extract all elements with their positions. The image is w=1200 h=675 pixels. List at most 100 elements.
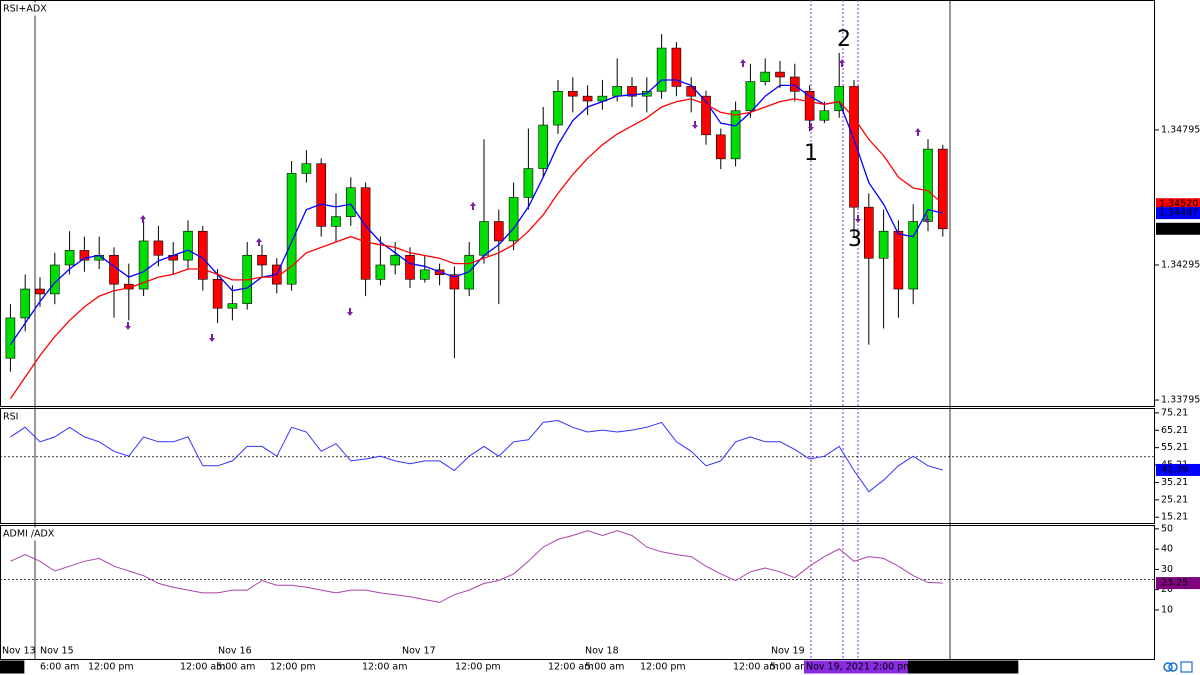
candle-body	[360, 187, 371, 280]
candle-body	[109, 254, 119, 285]
time-label: 4:00	[1, 662, 22, 673]
candle-body	[390, 254, 401, 266]
candle-body	[375, 264, 386, 280]
time-label: 12:00 pm	[640, 662, 686, 673]
candle-body	[257, 254, 267, 266]
candle-body	[804, 91, 815, 121]
candle-body	[834, 86, 845, 112]
candle-body	[730, 110, 741, 160]
link-icon[interactable]	[1168, 662, 1178, 672]
time-label-box	[804, 660, 915, 674]
time-label: 12:00 pm	[270, 662, 316, 673]
candle-body	[908, 221, 919, 290]
candle-body	[331, 216, 341, 227]
candle-body	[508, 197, 519, 242]
candle-body	[198, 230, 208, 280]
candle-body	[479, 221, 489, 256]
signal-arrow-down	[808, 123, 814, 131]
date-label: Nov 13	[2, 646, 36, 657]
y-tick-label: 1.34295	[1161, 259, 1200, 270]
candle-body	[405, 254, 415, 280]
candle-body	[286, 173, 297, 285]
candle-body	[893, 230, 904, 290]
candle-body	[5, 317, 16, 359]
candle-body	[212, 279, 223, 309]
main-panel	[0, 0, 1155, 407]
candle-body	[49, 264, 60, 295]
y-tick-label: 30	[1161, 564, 1173, 575]
candle-body	[419, 269, 430, 280]
candle-body	[612, 86, 623, 97]
candle-body	[64, 250, 75, 266]
indicator-marker-box	[1156, 463, 1200, 476]
candle-body	[937, 148, 948, 230]
candle-body	[227, 303, 238, 309]
candle-body	[523, 168, 534, 198]
candle-body	[863, 206, 874, 259]
candle-body	[582, 95, 593, 102]
candle-body	[656, 47, 667, 92]
candle-body	[316, 163, 327, 227]
annotation: 1	[804, 141, 818, 166]
time-label: Nov 20, 2021 4:00 am	[910, 662, 1016, 673]
signal-arrow-down	[125, 322, 131, 330]
time-label: 12:00 am	[733, 662, 778, 673]
candle-body	[775, 71, 785, 78]
date-label: Nov 19	[771, 646, 805, 657]
indicator-marker-label: 42.39	[1161, 464, 1188, 475]
y-tick-label: 1.34795	[1161, 124, 1200, 135]
candle-body	[79, 250, 90, 261]
toolbar-icons[interactable]	[1163, 661, 1193, 673]
panel-title: ADMI /ADX	[3, 529, 55, 540]
time-label: 12:00 am	[180, 662, 225, 673]
panel-frames	[0, 0, 1155, 660]
panel-title: RSI	[3, 412, 18, 423]
candle-body	[715, 134, 726, 160]
moving-average-line	[9, 98, 944, 400]
y-tick-label: 50	[1161, 523, 1173, 534]
y-tick-label: 15.21	[1161, 512, 1188, 523]
candle-body	[745, 81, 756, 112]
y-tick-label: 25.21	[1161, 494, 1188, 505]
signal-arrow-up	[740, 59, 746, 67]
panel-title: RSI+ADX	[3, 4, 47, 15]
signal-arrow-down	[855, 215, 861, 223]
signal-arrow-up	[839, 59, 845, 67]
panel-title-box	[1, 410, 21, 424]
time-label: Nov 19, 2021 2:00 pm	[806, 662, 913, 673]
price-marker-label: 1.34429	[1159, 223, 1198, 234]
time-label: 6:00 am	[40, 662, 79, 673]
date-label: Nov 16	[218, 646, 252, 657]
candle-body	[153, 240, 164, 256]
time-label-box	[0, 660, 25, 674]
date-label: Nov 18	[585, 646, 619, 657]
link-icon[interactable]	[1163, 662, 1173, 672]
candle-body	[538, 124, 549, 169]
signal-arrow-down	[692, 121, 698, 129]
settings-icon[interactable]	[1180, 661, 1193, 673]
time-label: 12:00 pm	[88, 662, 134, 673]
indicator-line	[10, 530, 943, 603]
adx-panel	[0, 525, 1155, 660]
time-label: 5:00 am	[585, 662, 624, 673]
y-tick-label: 40	[1161, 544, 1173, 555]
y-tick-label: 20	[1161, 584, 1173, 595]
rsi-panel	[0, 408, 1155, 524]
y-tick-label: 1.33795	[1161, 395, 1200, 406]
y-tick-label: 65.21	[1161, 425, 1188, 436]
y-tick-label: 55.21	[1161, 442, 1188, 453]
candle-body	[553, 91, 563, 126]
candle-body	[789, 76, 800, 92]
signal-arrow-down	[347, 308, 353, 316]
time-label: 12:00 am	[548, 662, 593, 673]
date-label: Nov 17	[402, 646, 436, 657]
indicator-marker-label: 23.25	[1161, 578, 1188, 589]
moving-average-line	[9, 79, 943, 346]
candle-body	[686, 86, 697, 97]
date-label: Nov 15	[40, 646, 74, 657]
panel-title-box	[1, 2, 50, 16]
y-tick-label: 35.21	[1161, 477, 1188, 488]
annotation: 3	[848, 227, 862, 252]
time-label: 5:00 am	[770, 662, 809, 673]
